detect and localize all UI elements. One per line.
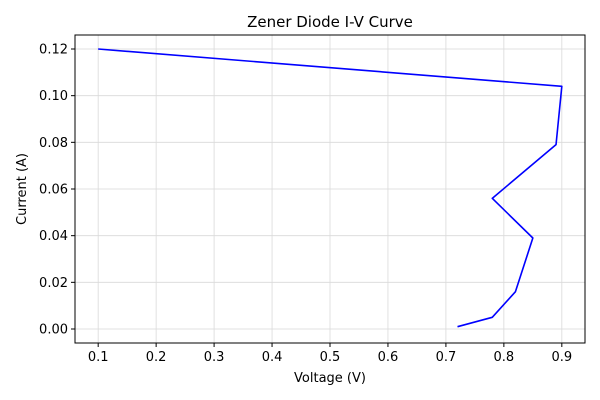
- x-tick-label: 0.2: [146, 350, 167, 365]
- x-axis-label: Voltage (V): [294, 371, 366, 386]
- y-tick-label: 0.06: [39, 183, 68, 198]
- x-tick-label: 0.1: [88, 350, 109, 365]
- y-tick-label: 0.12: [39, 43, 68, 58]
- x-tick-label: 0.6: [378, 350, 399, 365]
- y-tick-label: 0.00: [39, 323, 68, 338]
- x-tick-label: 0.4: [262, 350, 283, 365]
- axis-ticks: 0.1 0.2 0.3 0.4 0.5 0.6 0.7 0.8 0.9 0.00 0.02 0.04 0…: [39, 43, 572, 366]
- x-tick-label: 0.7: [436, 350, 457, 365]
- y-axis-label: Current (A): [15, 153, 30, 225]
- grid-lines: [75, 35, 585, 343]
- x-tick-label: 0.5: [320, 350, 341, 365]
- x-tick-label: 0.8: [494, 350, 515, 365]
- series-layer: [98, 48, 563, 328]
- y-tick-label: 0.04: [39, 229, 68, 244]
- chart-title: Zener Diode I-V Curve: [247, 13, 413, 31]
- y-tick-label: 0.08: [39, 136, 68, 151]
- y-tick-label: 0.02: [39, 276, 68, 291]
- y-tick-label: 0.10: [39, 89, 68, 104]
- x-tick-label: 0.3: [204, 350, 225, 365]
- x-tick-label: 0.9: [551, 350, 572, 365]
- series-line: [98, 48, 563, 328]
